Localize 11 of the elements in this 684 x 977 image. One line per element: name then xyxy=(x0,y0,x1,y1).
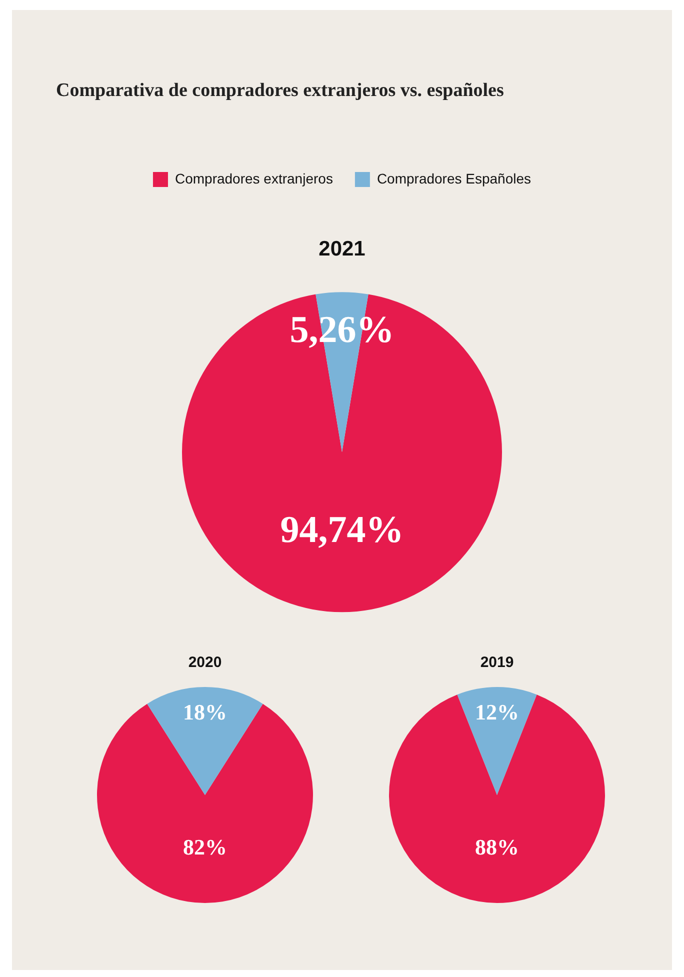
data-label: 18% xyxy=(183,700,227,725)
text: 2021 xyxy=(318,237,366,260)
data-label: 12% xyxy=(475,700,519,725)
legend-label: Compradores Españoles xyxy=(376,170,532,186)
chart-title: 2019 xyxy=(480,654,514,672)
chart-title: 2020 xyxy=(188,654,222,672)
chart-title: Comparativa de compradores extranjeros vs. españoles xyxy=(56,80,505,102)
data-label: 82% xyxy=(183,834,227,860)
data-label: 88% xyxy=(475,834,519,860)
data-label: 94,74% xyxy=(280,508,404,551)
legend-label: Compradores extranjeros xyxy=(174,170,333,186)
